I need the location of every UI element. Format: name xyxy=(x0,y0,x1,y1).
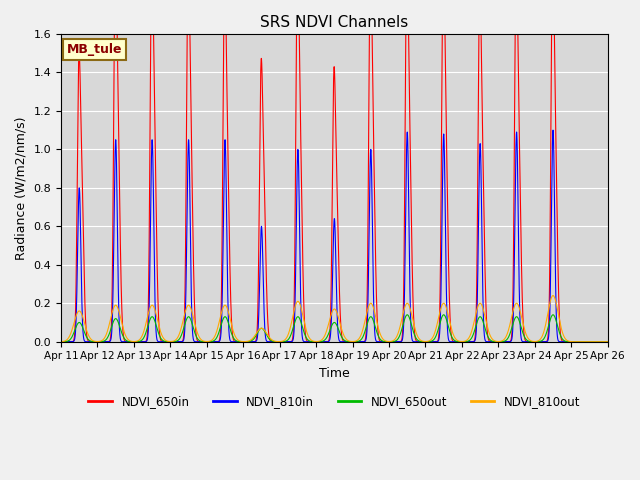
NDVI_650out xyxy=(410,330,417,336)
Legend: NDVI_650in, NDVI_810in, NDVI_650out, NDVI_810out: NDVI_650in, NDVI_810in, NDVI_650out, NDV… xyxy=(84,391,585,413)
Line: NDVI_810out: NDVI_810out xyxy=(61,296,608,342)
NDVI_650out xyxy=(549,312,557,318)
NDVI_650in xyxy=(604,339,612,345)
NDVI_810out xyxy=(602,339,610,345)
NDVI_650out xyxy=(57,339,65,345)
NDVI_810out xyxy=(174,334,182,340)
NDVI_810in xyxy=(57,339,65,345)
NDVI_650in xyxy=(168,339,176,345)
Text: MB_tule: MB_tule xyxy=(67,43,122,56)
NDVI_810in xyxy=(602,339,610,345)
NDVI_650out xyxy=(168,339,176,345)
NDVI_650in xyxy=(488,339,495,345)
NDVI_810in xyxy=(168,339,176,345)
NDVI_810out xyxy=(604,339,612,345)
Title: SRS NDVI Channels: SRS NDVI Channels xyxy=(260,15,408,30)
NDVI_650out xyxy=(488,338,495,344)
NDVI_810in xyxy=(604,339,612,345)
NDVI_810out xyxy=(57,339,65,345)
NDVI_650out xyxy=(602,339,610,345)
Line: NDVI_650in: NDVI_650in xyxy=(61,0,608,342)
Line: NDVI_650out: NDVI_650out xyxy=(61,315,608,342)
NDVI_650in xyxy=(57,339,65,345)
NDVI_810out xyxy=(549,293,557,299)
NDVI_650out xyxy=(262,330,269,336)
Y-axis label: Radiance (W/m2/nm/s): Radiance (W/m2/nm/s) xyxy=(15,116,28,260)
NDVI_810in xyxy=(488,339,495,345)
NDVI_810in xyxy=(174,339,182,345)
NDVI_650out xyxy=(174,337,182,343)
NDVI_810in xyxy=(549,127,557,133)
NDVI_650in xyxy=(174,339,182,345)
NDVI_810in xyxy=(410,339,417,345)
NDVI_810out xyxy=(488,335,495,341)
NDVI_810out xyxy=(262,329,269,335)
NDVI_650in xyxy=(262,244,269,250)
NDVI_650in xyxy=(410,316,417,322)
NDVI_810out xyxy=(410,321,417,326)
NDVI_810in xyxy=(262,335,269,341)
NDVI_810out xyxy=(168,338,176,344)
NDVI_650in xyxy=(602,339,610,345)
X-axis label: Time: Time xyxy=(319,367,349,380)
Line: NDVI_810in: NDVI_810in xyxy=(61,130,608,342)
NDVI_650out xyxy=(604,339,612,345)
